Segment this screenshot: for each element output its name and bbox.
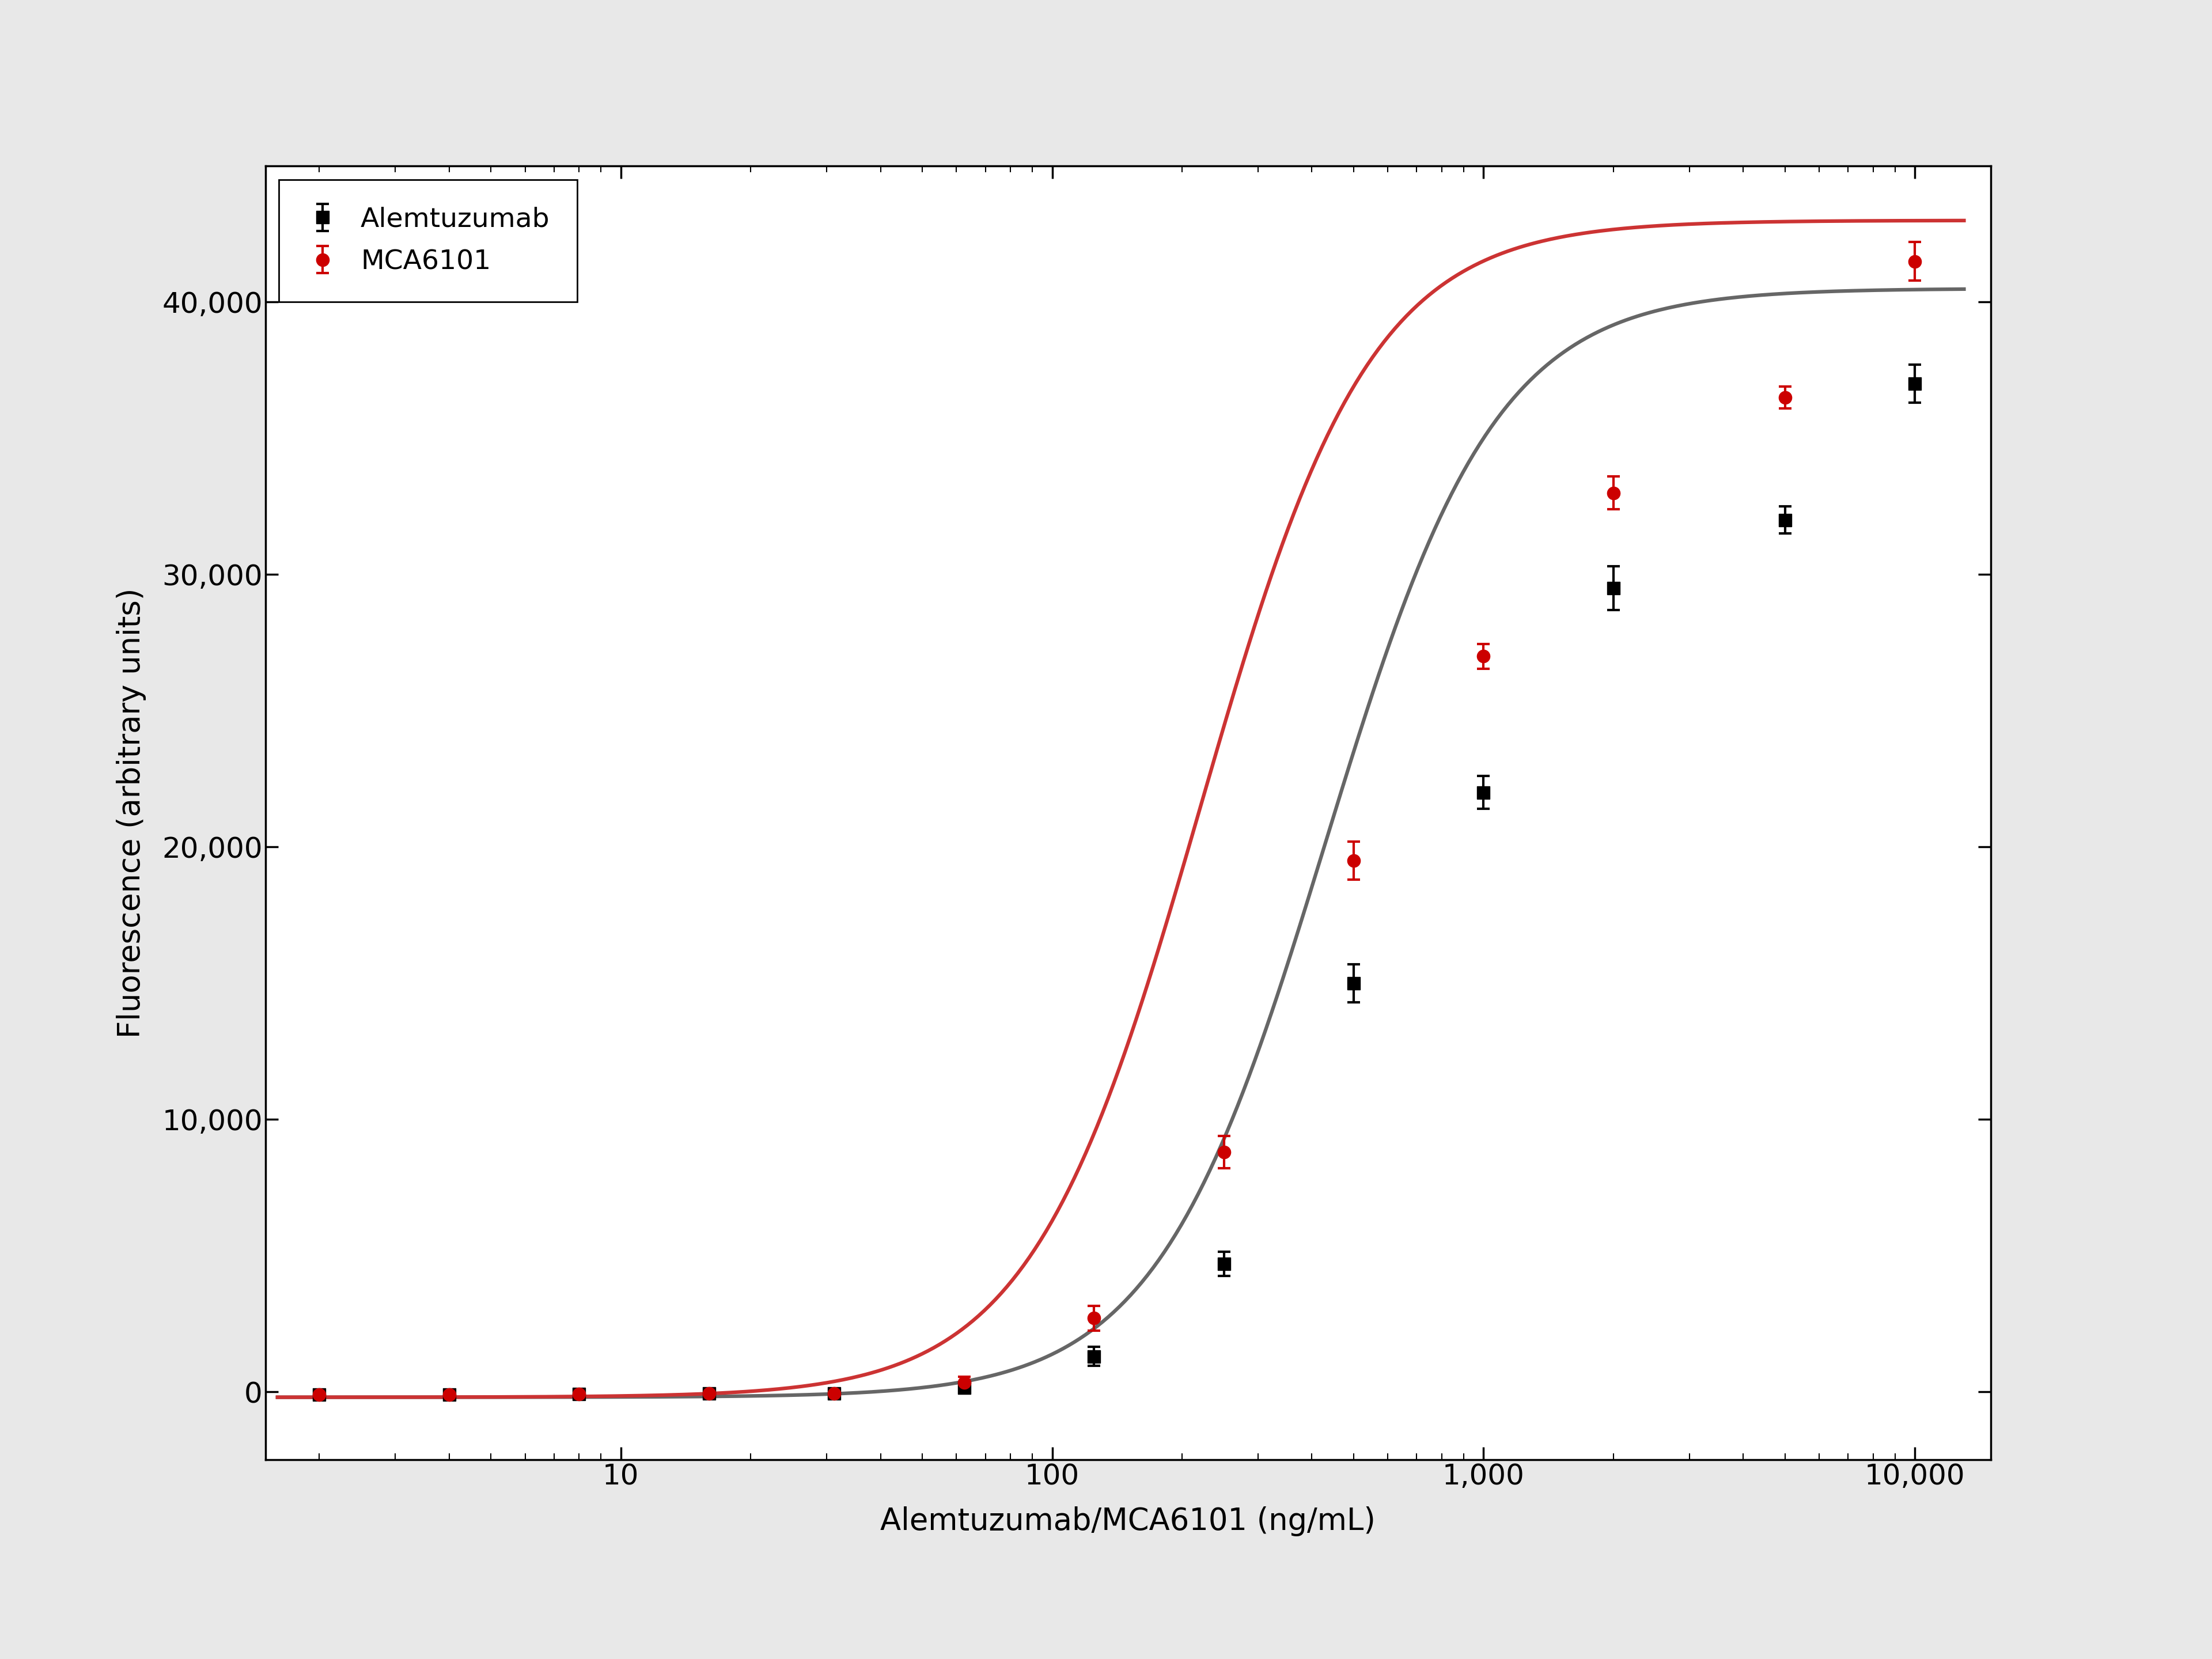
X-axis label: Alemtuzumab/MCA6101 (ng/mL): Alemtuzumab/MCA6101 (ng/mL) [880, 1506, 1376, 1536]
Legend: Alemtuzumab, MCA6101: Alemtuzumab, MCA6101 [279, 179, 577, 302]
Y-axis label: Fluorescence (arbitrary units): Fluorescence (arbitrary units) [115, 587, 146, 1039]
